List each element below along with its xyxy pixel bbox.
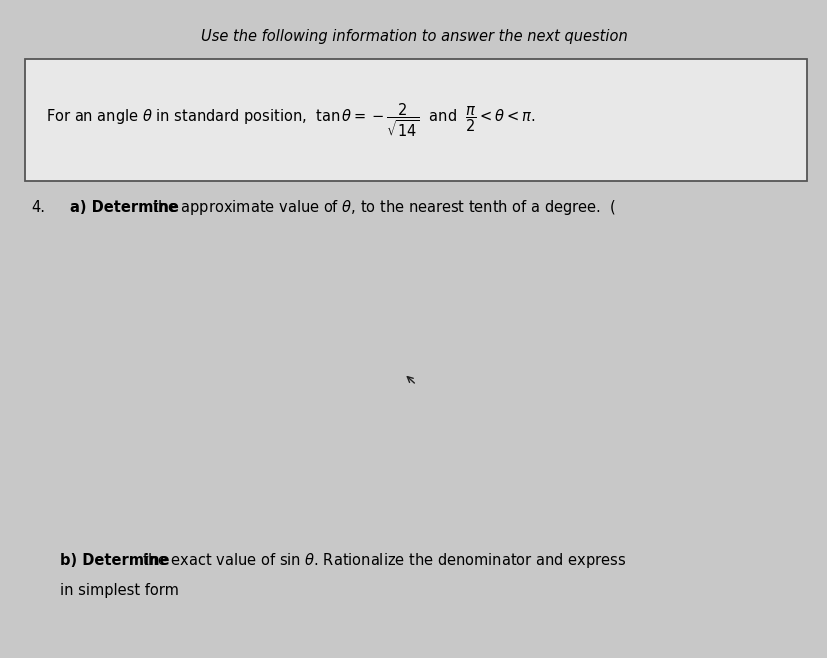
Text: 4.: 4.	[31, 200, 45, 215]
Text: in simplest form: in simplest form	[60, 583, 179, 597]
FancyBboxPatch shape	[25, 59, 806, 181]
Text: a) Determine: a) Determine	[70, 200, 179, 215]
Text: For an angle $\theta$ in standard position,  $\mathrm{tan}\,\theta = -\dfrac{2}{: For an angle $\theta$ in standard positi…	[45, 101, 534, 139]
Text: the exact value of sin $\theta$. Rationalize the denominator and express: the exact value of sin $\theta$. Rationa…	[141, 551, 625, 570]
Text: b) Determine: b) Determine	[60, 553, 170, 568]
Text: Use the following information to answer the next question: Use the following information to answer …	[200, 29, 627, 43]
Text: the approximate value of $\theta$, to the nearest tenth of a degree.  $($: the approximate value of $\theta$, to th…	[151, 198, 615, 216]
